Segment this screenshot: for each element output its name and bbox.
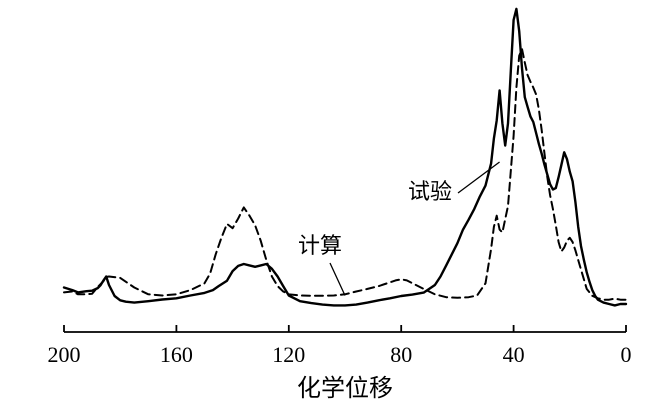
x-axis-title: 化学位移 (297, 374, 393, 402)
x-tick-label: 160 (160, 342, 193, 367)
series-line-calculated (63, 48, 627, 301)
x-tick-label: 80 (390, 342, 412, 367)
series-layer (62, 7, 628, 307)
x-tick-label: 200 (48, 342, 81, 367)
annotation-label-calculated: 计算 (298, 234, 342, 259)
x-tick-label: 120 (272, 342, 305, 367)
x-tick-label: 0 (621, 342, 632, 367)
series-line-experimental (62, 7, 628, 307)
x-tick-label: 40 (503, 342, 525, 367)
annotation-leader-calculated (329, 262, 346, 296)
annotation-label-experimental: 试验 (408, 180, 452, 205)
annotation-leader-experimental (457, 161, 500, 194)
x-axis: 200 160 120 80 40 0 (48, 325, 632, 367)
